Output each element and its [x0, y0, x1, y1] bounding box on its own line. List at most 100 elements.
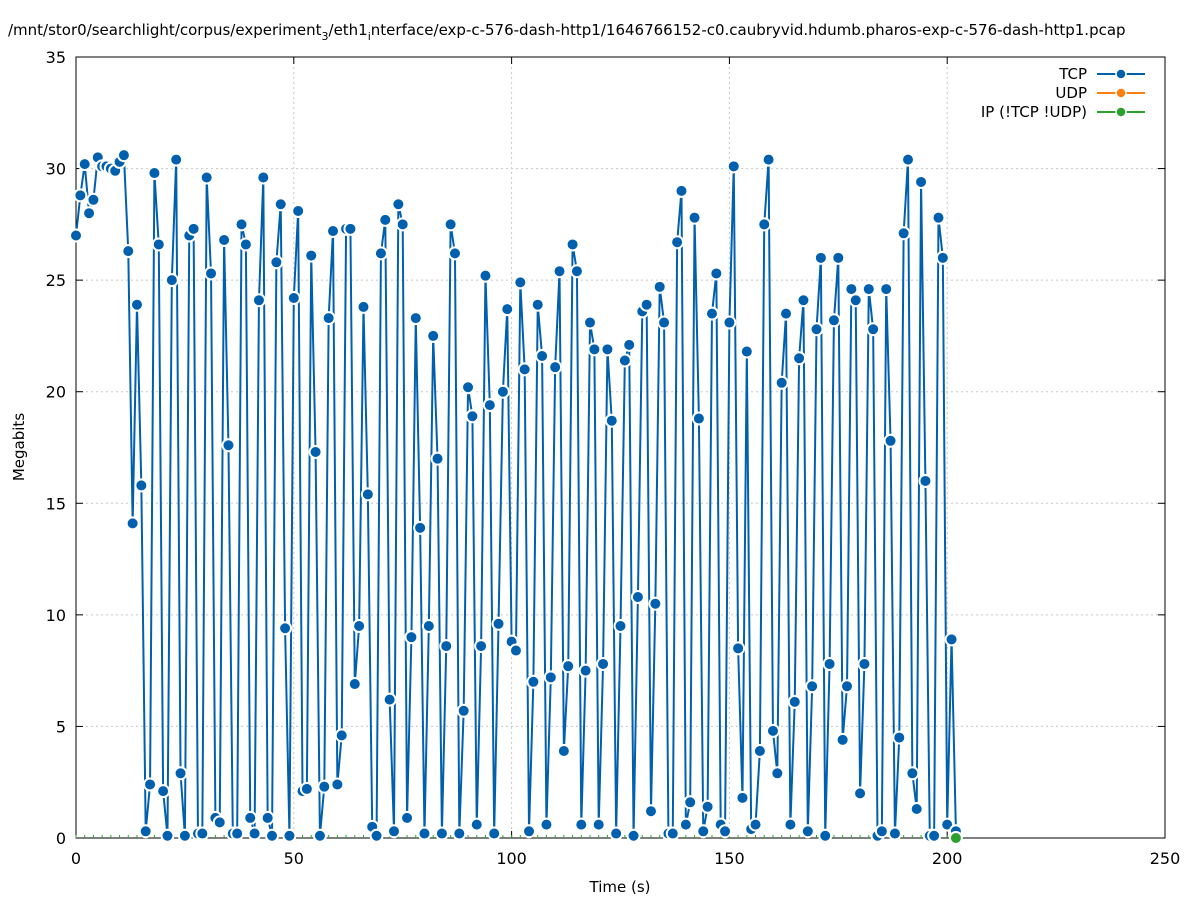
- x-tick-label: 50: [284, 849, 304, 868]
- data-point-tcp: [879, 282, 894, 297]
- data-point-tcp: [639, 297, 654, 312]
- data-point-tcp: [696, 824, 711, 839]
- data-point-tcp: [121, 244, 136, 259]
- data-point-tcp: [761, 152, 776, 167]
- y-tick-label: 30: [46, 160, 66, 179]
- data-point-tcp: [517, 362, 532, 377]
- data-point-tcp: [587, 342, 602, 357]
- data-point-tcp: [408, 311, 423, 326]
- data-point-tcp: [861, 282, 876, 297]
- data-point-tcp: [574, 817, 589, 832]
- data-point-tcp: [874, 824, 889, 839]
- data-point-tcp: [792, 351, 807, 366]
- data-point-tcp: [456, 703, 471, 718]
- data-point-tcp: [657, 315, 672, 330]
- data-point-tcp: [787, 694, 802, 709]
- data-point-tcp: [565, 237, 580, 252]
- data-point-tcp: [160, 828, 175, 843]
- data-point-tcp: [169, 152, 184, 167]
- data-point-tcp: [238, 237, 253, 252]
- x-tick-label: 0: [71, 849, 81, 868]
- data-point-tcp: [138, 824, 153, 839]
- data-point-tcp: [604, 413, 619, 428]
- axis-ticks: [75, 56, 1166, 839]
- legend-label-tcp: TCP: [1058, 65, 1087, 83]
- data-point-ip: [948, 831, 963, 845]
- data-point-tcp: [765, 723, 780, 738]
- data-point-tcp: [543, 670, 558, 685]
- data-point-tcp: [404, 630, 419, 645]
- data-point-tcp: [674, 183, 689, 198]
- data-point-tcp: [757, 217, 772, 232]
- data-point-tcp: [317, 779, 332, 794]
- data-point-tcp: [278, 621, 293, 636]
- data-point-tcp: [892, 730, 907, 745]
- data-point-tcp: [626, 828, 641, 843]
- data-point-tcp: [857, 656, 872, 671]
- data-point-tcp: [896, 226, 911, 241]
- data-point-tcp: [683, 795, 698, 810]
- data-point-tcp: [469, 817, 484, 832]
- data-point-tcp: [491, 616, 506, 631]
- data-point-tcp: [822, 656, 837, 671]
- data-point-tcp: [230, 826, 245, 841]
- data-point-tcp: [887, 826, 902, 841]
- data-point-tcp: [779, 306, 794, 321]
- y-tick-label: 25: [46, 271, 66, 290]
- data-point-tcp: [369, 828, 384, 843]
- data-point-tcp: [430, 451, 445, 466]
- data-point-tcp: [648, 596, 663, 611]
- data-point-tcp: [260, 810, 275, 825]
- x-tick-label: 100: [496, 849, 527, 868]
- data-point-tcp: [914, 174, 929, 189]
- series-layer: [69, 148, 963, 845]
- data-point-tcp: [461, 380, 476, 395]
- data-point-tcp: [840, 679, 855, 694]
- data-point-tcp: [330, 777, 345, 792]
- data-point-tcp: [539, 817, 554, 832]
- data-point-tcp: [848, 293, 863, 308]
- data-point-tcp: [204, 266, 219, 281]
- data-point-tcp: [774, 375, 789, 390]
- data-point-tcp: [147, 166, 162, 181]
- data-point-tcp: [352, 619, 367, 634]
- data-point-tcp: [578, 663, 593, 678]
- data-point-tcp: [613, 619, 628, 634]
- data-point-tcp: [125, 516, 140, 531]
- data-point-tcp: [243, 810, 258, 825]
- data-point-tcp: [177, 828, 192, 843]
- data-point-tcp: [465, 409, 480, 424]
- data-point-tcp: [813, 250, 828, 265]
- data-point-tcp: [500, 302, 515, 317]
- data-point-tcp: [221, 438, 236, 453]
- data-point-tcp: [552, 264, 567, 279]
- y-tick-label: 15: [46, 494, 66, 513]
- data-point-tcp: [334, 728, 349, 743]
- legend-marker-udp: [1115, 87, 1127, 99]
- data-point-tcp: [439, 639, 454, 654]
- legend-marker-tcp: [1115, 68, 1127, 80]
- data-point-tcp: [373, 246, 388, 261]
- x-axis-label: Time (s): [589, 878, 651, 896]
- data-point-tcp: [796, 293, 811, 308]
- data-point-tcp: [443, 217, 458, 232]
- data-point-tcp: [569, 264, 584, 279]
- data-point-tcp: [77, 157, 92, 172]
- data-point-tcp: [186, 221, 201, 236]
- data-point-tcp: [630, 590, 645, 605]
- y-tick-label: 20: [46, 383, 66, 402]
- data-point-tcp: [217, 232, 232, 247]
- data-point-tcp: [269, 255, 284, 270]
- data-point-tcp: [478, 268, 493, 283]
- x-tick-label: 200: [932, 849, 963, 868]
- data-point-tcp: [731, 641, 746, 656]
- data-point-tcp: [583, 315, 598, 330]
- data-point-tcp: [116, 148, 131, 163]
- data-point-tcp: [548, 360, 563, 375]
- data-point-tcp: [752, 743, 767, 758]
- data-point-tcp: [770, 766, 785, 781]
- data-point-tcp: [378, 212, 393, 227]
- data-point-tcp: [312, 828, 327, 843]
- legend-marker-ip: [1115, 106, 1127, 118]
- data-point-tcp: [670, 235, 685, 250]
